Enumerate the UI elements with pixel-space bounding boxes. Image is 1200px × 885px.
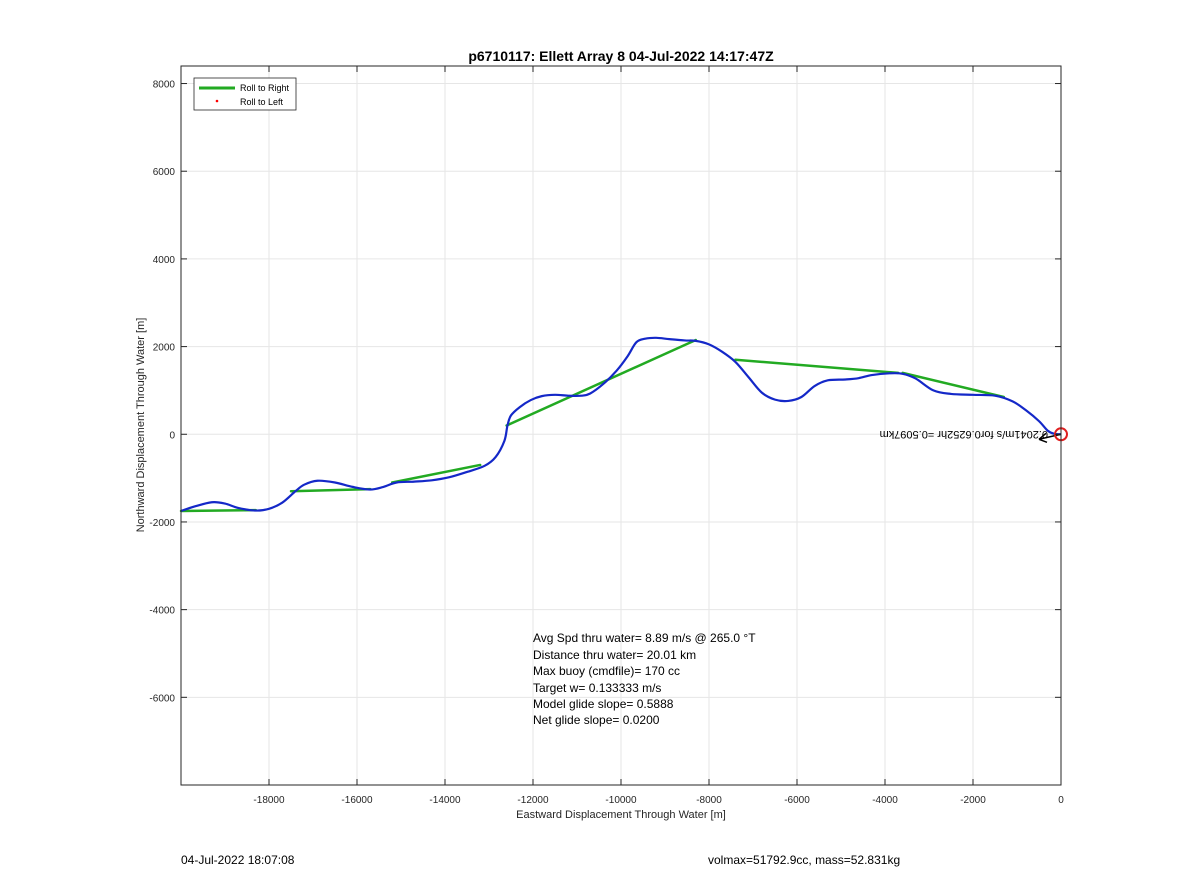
roll-right-segment — [390, 463, 482, 484]
roll-right-segment — [179, 508, 258, 513]
data-layer — [179, 336, 1068, 513]
roll-right-segment — [289, 487, 372, 493]
annotation-net-glide: Net glide slope= 0.0200 — [533, 713, 660, 727]
annotation-avg-speed: Avg Spd thru water= 8.89 m/s @ 265.0 °T — [533, 631, 756, 645]
current-vector-arrowhead — [1038, 432, 1048, 443]
y-tick-label: -4000 — [149, 606, 175, 617]
legend-roll-left-label: Roll to Left — [240, 97, 284, 107]
y-tick-label: 4000 — [153, 255, 176, 266]
x-tick-label: -8000 — [696, 795, 722, 806]
x-tick-label: -10000 — [605, 795, 637, 806]
y-tick-label: 6000 — [153, 167, 176, 178]
footer-timestamp: 04-Jul-2022 18:07:08 — [181, 853, 295, 867]
roll-right-segment — [734, 358, 900, 375]
x-axis-label: Eastward Displacement Through Water [m] — [516, 809, 726, 821]
x-tick-label: -18000 — [253, 795, 285, 806]
y-tick-label: -2000 — [149, 518, 175, 529]
y-tick-label: 8000 — [153, 80, 176, 91]
legend-roll-right-label: Roll to Right — [240, 83, 290, 93]
chart-title: p6710117: Ellett Array 8 04-Jul-2022 14:… — [468, 48, 774, 64]
legend-roll-left-swatch — [215, 99, 219, 103]
stats-annotations: Avg Spd thru water= 8.89 m/s @ 265.0 °T … — [533, 631, 756, 727]
x-tick-label: -4000 — [872, 795, 898, 806]
axes-ticks: -18000 -16000 -14000 -12000 -10000 -8000 -6000… — [149, 66, 1064, 806]
roll-right-segment — [505, 338, 698, 427]
current-vector-arrow — [1038, 433, 1062, 440]
y-tick-label: -6000 — [149, 693, 175, 704]
y-axis-label: Northward Displacement Through Water [m] — [135, 318, 147, 533]
annotation-target-w: Target w= 0.133333 m/s — [533, 681, 661, 695]
x-tick-label: -12000 — [517, 795, 549, 806]
legend: Roll to Right Roll to Left — [193, 77, 297, 111]
y-tick-label: 0 — [169, 430, 175, 441]
x-tick-label: -2000 — [960, 795, 986, 806]
x-tick-label: 0 — [1058, 795, 1064, 806]
annotation-model-glide: Model glide slope= 0.5888 — [533, 697, 674, 711]
y-tick-label: 2000 — [153, 343, 176, 354]
legend-box — [193, 77, 297, 111]
annotation-max-buoy: Max buoy (cmdfile)= 170 cc — [533, 664, 680, 678]
roll-right-segment — [901, 371, 1006, 399]
glider-track-line — [180, 336, 1062, 513]
footer-mass-info: volmax=51792.9cc, mass=52.831kg — [708, 853, 901, 867]
annotation-distance: Distance thru water= 20.01 km — [533, 648, 696, 662]
x-tick-label: -16000 — [341, 795, 373, 806]
current-vector-label: 0.2041m/s for0.6252hr =0.5097km — [880, 428, 1048, 440]
x-tick-label: -6000 — [784, 795, 810, 806]
x-tick-label: -14000 — [429, 795, 461, 806]
